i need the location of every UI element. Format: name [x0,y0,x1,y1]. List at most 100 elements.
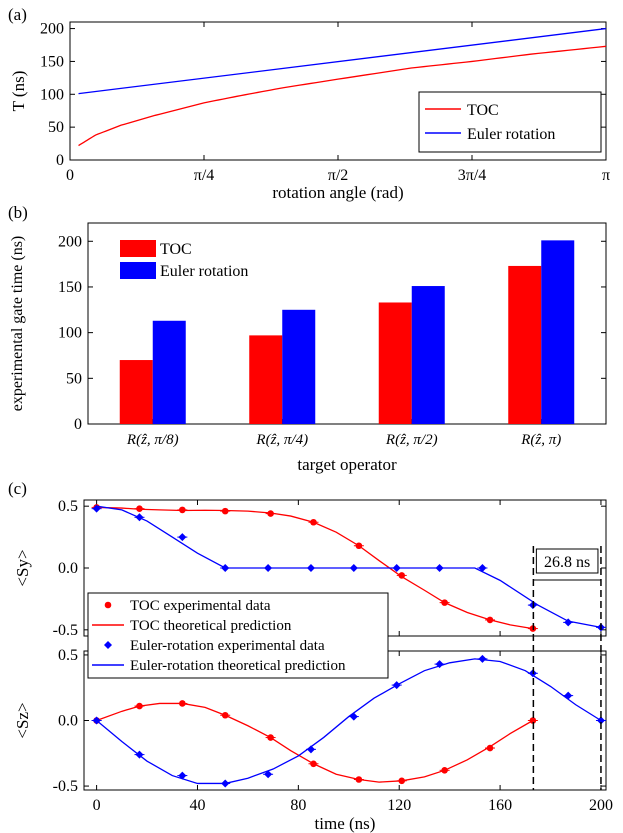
panel-c-xtick-label: 160 [488,797,512,814]
panel-c-sz-ytick-label: -0.5 [53,778,78,795]
panel-c-sy-point [349,564,358,572]
panel-b-ytick-label: 0 [74,416,82,433]
panel-c-sz-ytick-label: 0.0 [58,713,78,730]
panel-c-legend-marker [104,601,112,609]
panel-b-ytick-label: 150 [58,279,82,296]
panel-c-sy-point [221,507,229,515]
panel-a-ytick-label: 50 [48,119,64,136]
panel-c-sz-point [136,702,143,710]
panel-c-sz-point [441,767,448,774]
panel-c-sz-point [529,717,537,724]
panel-c-sz-point [267,734,274,741]
panel-c-sy-point [564,618,573,627]
panel-c-sy-point [310,518,317,526]
panel-a-xtick-label: π/4 [194,167,215,184]
panel-b-ylabel: experimental gate time (ns) [9,236,26,411]
panel-c-sy-point [136,505,143,512]
panel-c-annotation-box [535,548,599,574]
panel-c-sz-point [435,660,444,669]
panel-a-xlabel: rotation angle (rad) [272,183,403,202]
panel-c-sz-line-2 [96,658,602,785]
panel-a-ytick-label: 0 [56,152,64,169]
panel-c-sz-point [564,691,573,700]
panel-c-sy-point [221,564,230,572]
panel-c-sy-point [306,564,315,572]
panel-c-legend [87,592,389,679]
panel-b-bar [378,302,412,424]
panel-c-sy-point [179,506,186,514]
panel-c-sy-point [264,564,273,572]
panel-b-xtick-label: R(ẑ, π) [520,432,561,448]
panel-a-ytick-label: 100 [40,86,64,103]
panel-a-xtick-label: π/2 [328,167,349,184]
panel-b-bar [508,265,542,424]
panel-c-sz-point [221,711,229,719]
panel-c-sz-point [349,712,358,721]
panel-c-sy-ylabel: <Sy> [13,549,32,586]
panel-a-series-line-1 [78,27,607,95]
panel-c-sy-ytick-label: 0.5 [58,498,78,515]
panel-c-sz-point [179,700,186,707]
panel-a-xtick-label: 0 [66,167,74,184]
panel-a-xtick-label: 3π/4 [458,167,487,184]
panel-a-series-line-0 [78,45,607,147]
panel-c-sz-point [92,716,101,725]
panel-b-legend-swatch [120,262,156,279]
panel-c-legend-label: TOC experimental data [130,598,271,614]
panel-b-xlabel: target operator [297,455,397,474]
panel-c-sy-point [435,564,444,572]
panel-c-sy-point [135,513,144,522]
panel-b-legend-swatch [120,240,156,257]
panel-c-legend-label: Euler-rotation theoretical prediction [130,658,346,674]
panel-c-label: (c) [8,479,27,498]
panel-b-bar [119,360,153,424]
panel-b-bar [541,240,575,424]
panel-c-xtick-label: 200 [589,797,613,814]
panel-c-xlabel: time (ns) [315,814,376,833]
panel-c-sy-point [267,510,274,517]
panel-c-sz-point [596,716,605,725]
panel-c-sy-point [355,542,363,550]
panel-b-bar [249,335,283,424]
panel-a-legend-label: TOC [467,102,499,119]
panel-b-ytick-label: 200 [58,233,82,250]
panel-c-xtick-label: 80 [290,797,306,814]
panel-a-ytick-label: 150 [40,53,64,70]
panel-c-sy-point [486,616,494,624]
panel-c-legend-label: Euler-rotation experimental data [130,638,325,654]
panel-c-sz-point [135,750,144,759]
panel-a-legend-label: Euler rotation [467,126,555,143]
panel-b-bar [152,320,186,424]
panel-c-sz-point [486,744,494,752]
panel-c-annotation: 26.8 ns [544,554,590,571]
panel-c-sz-point [392,681,401,690]
panel-c-sz-ylabel: <Sz> [13,702,32,738]
panel-c-sz-point [221,779,230,788]
panel-a-xtick-label: π [602,167,610,184]
panel-c-xtick-label: 120 [387,797,411,814]
panel-c-sy-point [392,564,401,572]
panel-c-sy-point [178,533,187,542]
panel-b-label: (b) [8,203,28,222]
panel-a-legend [418,91,602,153]
panel-b-frame [87,222,607,425]
panel-c-sz-point [178,771,187,780]
panel-c-sz-ytick-label: 0.5 [58,647,78,664]
panel-c-sz-point [310,760,317,768]
panel-c-sy-ytick-label: 0.0 [58,560,78,577]
panel-c-legend-label: TOC theoretical prediction [130,618,292,634]
panel-c-legend-marker [104,641,112,649]
panel-c-sz-point [355,776,363,783]
panel-b-ytick-label: 50 [66,370,82,387]
panel-a-ytick-label: 200 [40,21,64,38]
panel-b-xtick-label: R(ẑ, π/4) [255,432,308,448]
panel-c-sy-point [441,599,448,606]
panel-c-sz-point [264,770,273,779]
panel-b-bar [282,309,316,424]
panel-c-sy-ytick-label: -0.5 [53,622,78,639]
panel-c-sy-point [478,564,487,572]
panel-c-xtick-label: 40 [189,797,205,814]
panel-c-sz-point [306,745,315,754]
panel-c-sz-point [478,654,487,663]
